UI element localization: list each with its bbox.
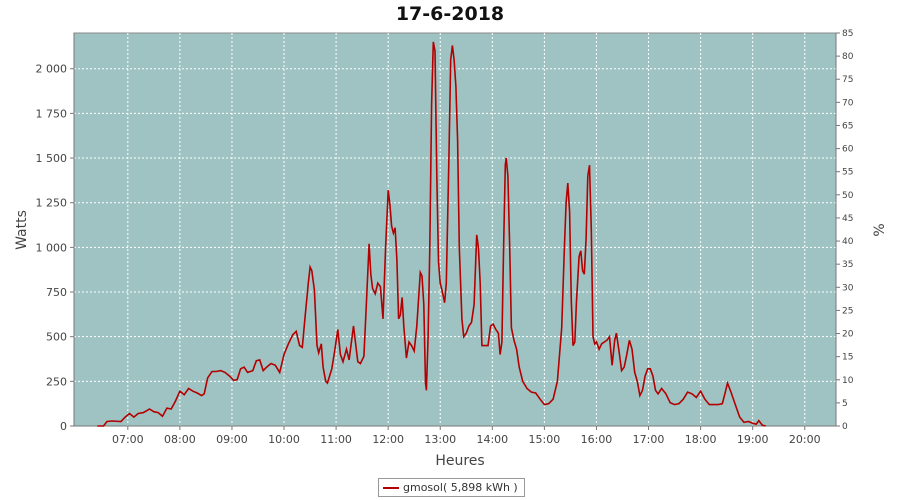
y-axis-title: Watts	[14, 210, 30, 250]
y2-tick-label: 85	[842, 29, 853, 39]
y2-tick-label: 45	[842, 214, 853, 224]
legend-swatch	[383, 486, 399, 489]
y2-tick-label: 60	[842, 145, 854, 155]
y2-tick-label: 30	[842, 283, 854, 293]
x-tick-label: 14:00	[476, 433, 508, 446]
y2-tick-label: 80	[842, 52, 854, 62]
x-tick-label: 10:00	[268, 433, 300, 446]
y2-tick-label: 75	[842, 75, 853, 85]
tick-labels: 07:00 08:00 09:00 10:00 11:00 12:00 13:00 14:00…	[36, 29, 854, 446]
x-tick-label: 16:00	[581, 433, 613, 446]
y2-tick-label: 55	[842, 168, 853, 178]
y2-tick-label: 25	[842, 306, 853, 316]
chart-title: 17-6-2018	[395, 3, 505, 25]
y-tick-label: 250	[46, 375, 67, 388]
y-tick-label: 0	[60, 420, 67, 433]
x-tick-label: 20:00	[789, 433, 821, 446]
x-tick-label: 17:00	[633, 433, 665, 446]
legend-label: gmosol( 5,898 kWh )	[403, 481, 518, 494]
y-tick-label: 1 000	[36, 241, 68, 254]
x-tick-label: 11:00	[320, 433, 352, 446]
x-tick-label: 19:00	[737, 433, 769, 446]
y2-tick-label: 0	[842, 422, 848, 432]
y-tick-label: 1 500	[36, 152, 68, 165]
x-tick-label: 12:00	[372, 433, 404, 446]
x-tick-label: 18:00	[685, 433, 717, 446]
x-tick-label: 07:00	[112, 433, 144, 446]
y2-tick-label: 35	[842, 260, 853, 270]
chart-plot: 07:00 08:00 09:00 10:00 11:00 12:00 13:00 14:00…	[14, 29, 888, 469]
y2-tick-label: 50	[842, 191, 854, 201]
y2-tick-label: 70	[842, 98, 854, 108]
x-tick-label: 08:00	[164, 433, 196, 446]
series-line-gmosol	[97, 41, 766, 427]
y-tick-label: 2 000	[36, 63, 68, 76]
y2-tick-label: 15	[842, 353, 853, 363]
y2-axis-title: %	[872, 223, 888, 236]
y2-tick-label: 20	[842, 330, 854, 340]
plot-area	[73, 32, 837, 427]
axes	[70, 32, 840, 430]
x-tick-label: 09:00	[216, 433, 248, 446]
y-tick-label: 1 250	[36, 197, 68, 210]
x-tick-label: 15:00	[529, 433, 561, 446]
y-tick-label: 1 750	[36, 107, 68, 120]
y2-tick-label: 5	[842, 399, 848, 409]
y2-tick-label: 65	[842, 121, 853, 131]
legend: gmosol( 5,898 kWh )	[378, 478, 525, 497]
y2-tick-label: 10	[842, 376, 854, 386]
x-axis-title: Heures	[435, 453, 484, 469]
y2-tick-label: 40	[842, 237, 854, 247]
x-tick-label: 13:00	[424, 433, 456, 446]
y-tick-label: 500	[46, 331, 67, 344]
y-tick-label: 750	[46, 286, 67, 299]
